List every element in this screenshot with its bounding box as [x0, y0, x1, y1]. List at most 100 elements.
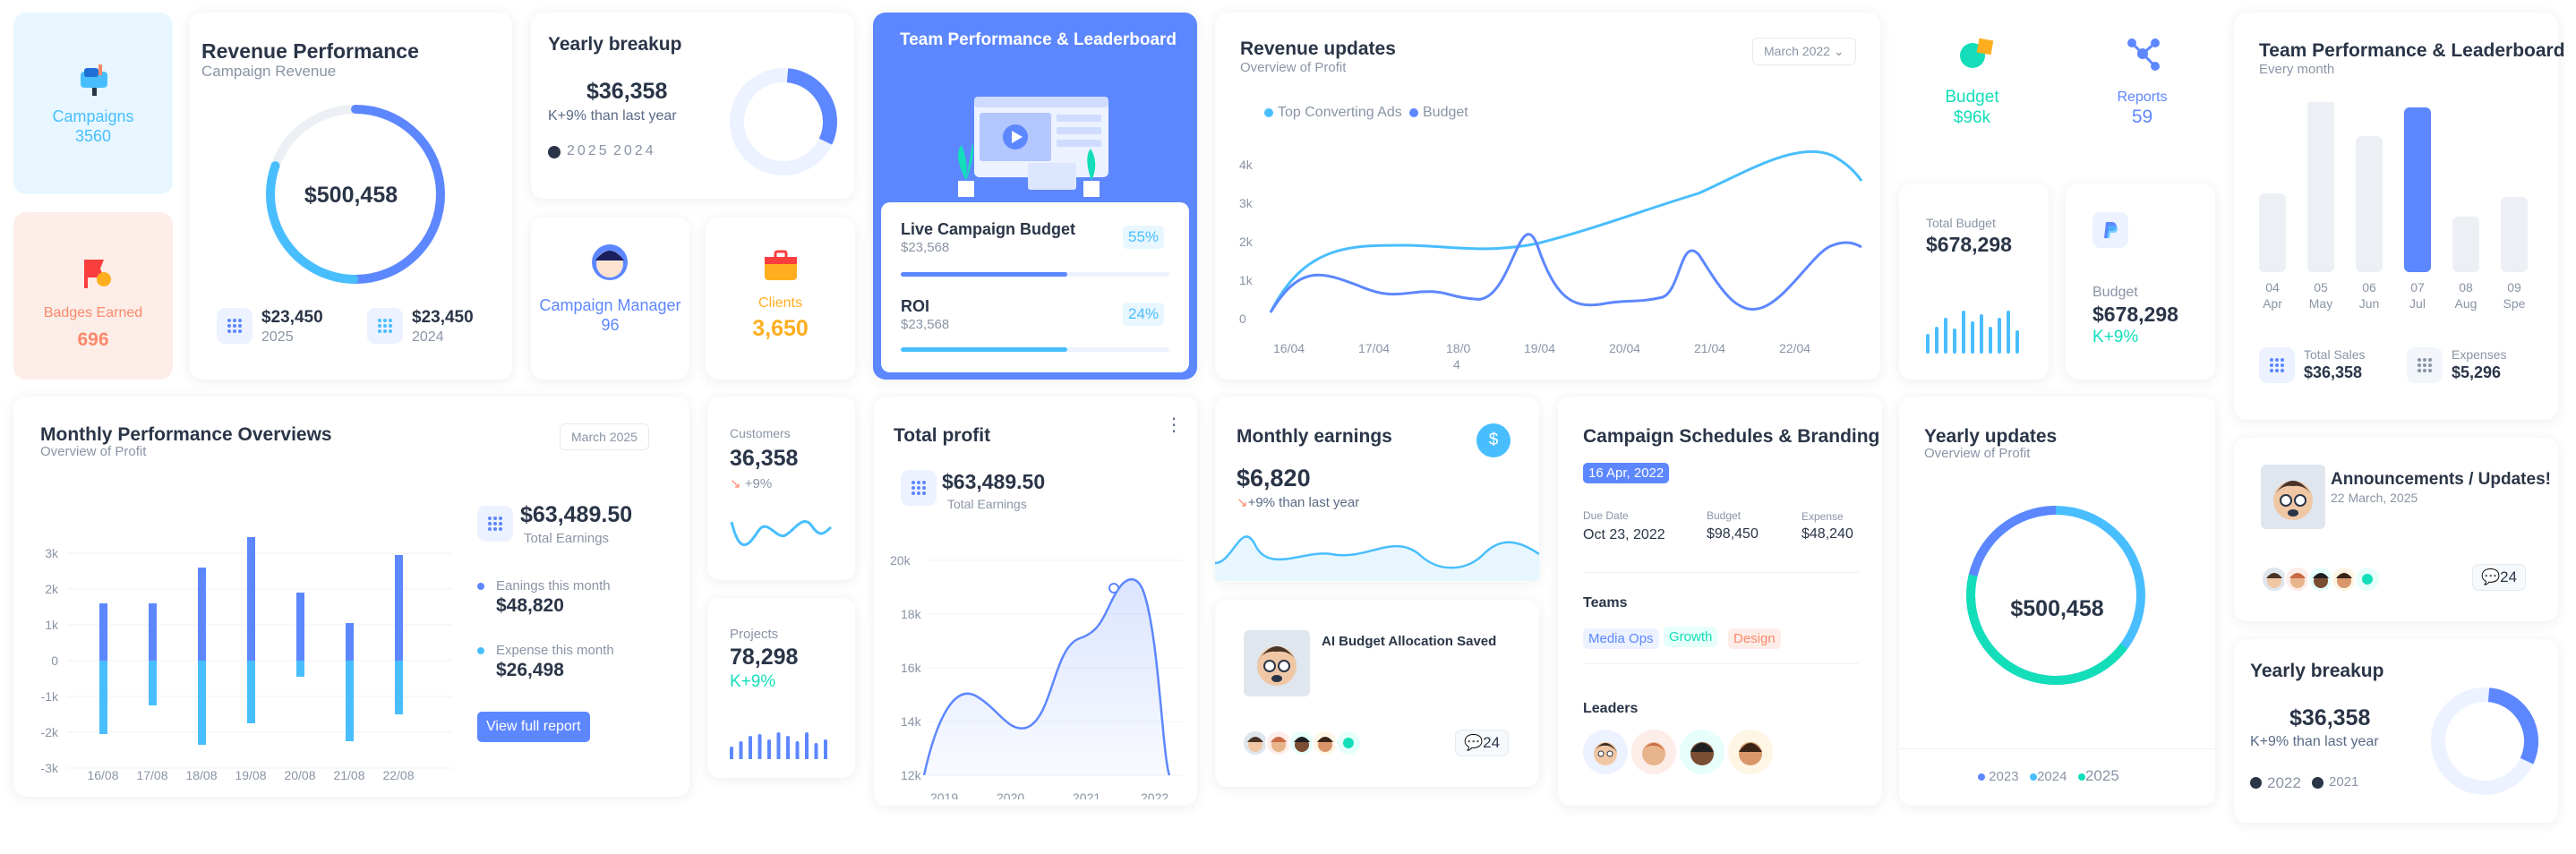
y-tick: 16k: [901, 661, 922, 675]
y-tick: 3k: [1239, 196, 1254, 210]
reports-value: 59: [2131, 107, 2153, 127]
clients-tile[interactable]: Clients 3,650: [706, 218, 855, 380]
x-tick: 21/08: [333, 768, 364, 781]
comments-badge[interactable]: 💬24: [2472, 564, 2527, 591]
mini-bar: [1935, 327, 1938, 354]
badges-tile[interactable]: Badges Earned 696: [13, 212, 173, 380]
total-budget-card: Total Budget $678,298: [1899, 184, 2049, 380]
x-tick: 20/04: [1609, 341, 1640, 355]
bar-day-label: 08: [2459, 280, 2473, 295]
mini-bar: [805, 732, 809, 759]
comments-badge[interactable]: 💬24: [1455, 730, 1510, 756]
bar-positive: [247, 537, 255, 661]
grid-icon: [2259, 347, 2295, 383]
grid-icon: [477, 506, 513, 542]
mini-bar: [739, 741, 743, 759]
comments-count: 24: [1483, 734, 1501, 751]
customers-value: 36,358: [730, 446, 799, 471]
x-tick: 18/0: [1446, 341, 1470, 355]
live-budget-progress: [901, 272, 1169, 277]
customers-change-value: +9%: [744, 476, 773, 491]
y-tick: 0: [51, 653, 58, 668]
yearly-center-value: $500,458: [2010, 596, 2104, 621]
y-tick: 18k: [901, 607, 922, 621]
roi-progress: [901, 347, 1169, 352]
more-options-icon[interactable]: ⋮: [1165, 415, 1183, 435]
team-performance-bars-card: Team Performance & Leaderboard Every mon…: [2234, 13, 2565, 420]
bar-day-label: 07: [2410, 280, 2425, 295]
campaigns-tile[interactable]: Campaigns 3560: [13, 13, 173, 194]
team-tag-growth[interactable]: Growth: [1664, 627, 1718, 647]
bar-positive: [198, 568, 206, 661]
legend: 2023 2024 2025: [1978, 767, 2119, 785]
dollar-icon: $: [1476, 423, 1511, 457]
projects-mini-bars: [730, 732, 827, 759]
yearly-breakup-bottom-card: Yearly breakup $36,358 K+9% than last ye…: [2234, 639, 2558, 823]
campaign-manager-tile[interactable]: Campaign Manager 96: [531, 218, 689, 380]
team-bar: [2259, 193, 2286, 272]
x-tick: 2021: [1073, 790, 1100, 799]
earnings-area-chart: [1215, 535, 1539, 581]
badges-label: Badges Earned: [43, 305, 143, 320]
team-tag-media-ops[interactable]: Media Ops: [1583, 628, 1659, 649]
month-select[interactable]: March 2022 ⌄: [1752, 38, 1856, 65]
total-profit-card: Total profit ⋮ $63,489.50 Total Earnings…: [874, 397, 1197, 806]
bar-month-label: Jul: [2409, 296, 2426, 311]
budget-label: Budget: [1945, 88, 1999, 107]
badges-value: 696: [77, 329, 109, 350]
revenue-donut: [266, 105, 445, 284]
profit-area-chart: 20k 18k 16k 14k 12k 2019 2020 2021 2022: [890, 553, 1183, 799]
card-title: Yearly breakup: [2250, 661, 2384, 681]
team-tag-design[interactable]: Design: [1728, 628, 1781, 649]
legend-2022: 2022: [2267, 774, 2301, 791]
total-sales-label: Total Sales: [2304, 347, 2366, 362]
leader-avatar[interactable]: [1680, 730, 1724, 774]
x-tick: 19/04: [1524, 341, 1555, 355]
expenses-label: Expenses: [2452, 347, 2507, 362]
monthly-performance-card: Monthly Performance Overviews Overview o…: [13, 397, 689, 797]
roi-pct: 24%: [1123, 303, 1165, 326]
profit-label: Total Earnings: [947, 497, 1027, 511]
live-budget-label: Live Campaign Budget: [901, 220, 1076, 238]
legend-2023: 2023: [1989, 769, 2019, 784]
legend-dot-2021: [2312, 777, 2324, 789]
y-tick: -1k: [41, 689, 59, 704]
legend-dot-2022: [2250, 777, 2262, 789]
view-full-report-button[interactable]: View full report: [477, 712, 590, 742]
card-subtitle: Overview of Profit: [40, 444, 147, 459]
legend-dot: [2077, 773, 2085, 781]
bar-positive: [149, 603, 157, 661]
x-tick: 4: [1453, 357, 1460, 371]
expenses-value: $5,296: [2452, 363, 2502, 381]
card-title: Total profit: [894, 425, 991, 446]
projects-value: 78,298: [730, 645, 799, 670]
profit-marker: [1108, 583, 1119, 594]
leader-avatar[interactable]: [1631, 730, 1676, 774]
y-tick: 2k: [1239, 235, 1254, 249]
profit-line: [922, 578, 1171, 776]
leader-avatar[interactable]: [1583, 730, 1628, 774]
breakup-change: K+9% than last year: [548, 108, 677, 124]
total-earnings-label: Total Earnings: [524, 531, 610, 546]
live-budget-pct: 55%: [1123, 226, 1165, 249]
budget-tile[interactable]: Budget $96k: [1898, 25, 2046, 141]
avatar-group: [2261, 566, 2395, 593]
mini-bar: [2007, 311, 2010, 354]
bar-negative: [247, 661, 255, 723]
customers-sparkline: [730, 520, 832, 547]
earn-value: $48,820: [496, 595, 564, 616]
y-tick: 3k: [45, 546, 59, 560]
expense-label: Expense: [1801, 510, 1844, 523]
x-tick: 2022: [1141, 790, 1168, 799]
avatar: [1288, 730, 1315, 756]
reports-tile[interactable]: Reports 59: [2068, 25, 2216, 141]
expense-value: $48,240: [1801, 526, 1853, 542]
x-tick: 2020: [997, 790, 1024, 799]
leaders-label: Leaders: [1583, 701, 1639, 716]
user-avatar: [1244, 630, 1310, 696]
card-title: Revenue Performance: [201, 39, 419, 63]
avatar: [2261, 566, 2288, 593]
month-select[interactable]: March 2025: [560, 423, 649, 450]
mini-bar: [795, 741, 800, 759]
leader-avatar[interactable]: [1728, 730, 1773, 774]
